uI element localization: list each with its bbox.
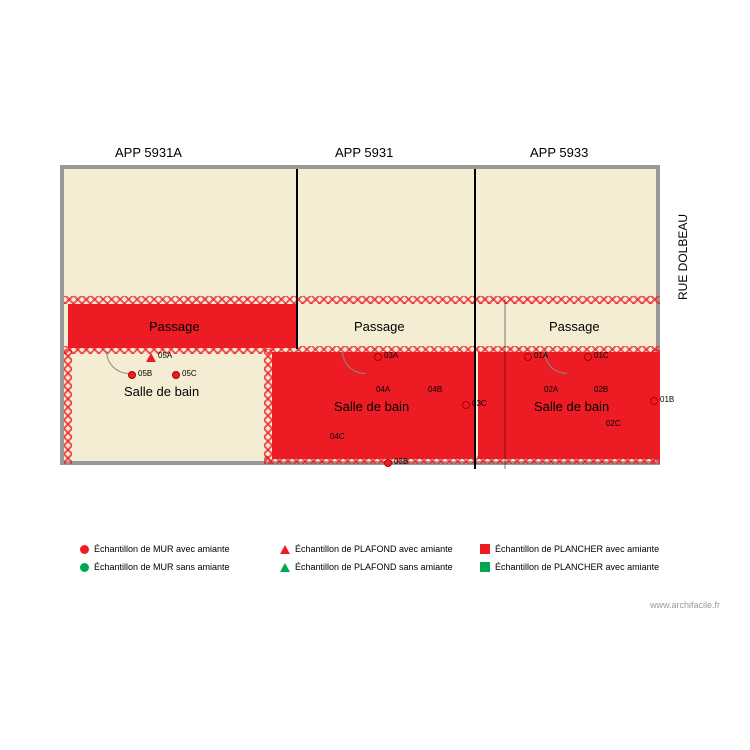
floor-plan: Passage Passage Passage Salle de bain Salle … [60, 165, 660, 465]
sample-label: 02C [606, 419, 621, 428]
room-label: Passage [549, 319, 600, 334]
wall-divider [474, 169, 476, 469]
circle-icon [80, 563, 89, 572]
sample-marker-05a [146, 353, 156, 362]
sample-label: 02A [544, 385, 558, 394]
hatch-border [64, 349, 72, 464]
hatch-border [64, 296, 660, 304]
sample-marker-01c [584, 353, 592, 361]
hatch-border [264, 456, 660, 464]
app-label-5933: APP 5933 [530, 145, 588, 160]
hatch-border [264, 349, 272, 464]
sample-label: 02B [594, 385, 608, 394]
hatch-border [652, 349, 660, 464]
street-label: RUE DOLBEAU [676, 214, 690, 300]
room-label: Salle de bain [124, 384, 199, 399]
legend-item: Échantillon de MUR sans amiante [80, 562, 280, 572]
sample-label: 04B [428, 385, 442, 394]
app-label-5931: APP 5931 [335, 145, 393, 160]
triangle-icon [280, 545, 290, 554]
sample-label: 03B [394, 457, 408, 466]
sample-label: 01B [660, 395, 674, 404]
wall-divider [296, 169, 298, 349]
sample-label: 05C [182, 369, 197, 378]
sample-marker-05c [172, 371, 180, 379]
sample-label: 01C [594, 351, 609, 360]
legend-item: Échantillon de PLAFOND avec amiante [280, 544, 480, 554]
sample-marker-01a [524, 353, 532, 361]
sample-label: 05B [138, 369, 152, 378]
legend-text: Échantillon de PLAFOND avec amiante [295, 544, 453, 554]
sample-label: 04C [330, 432, 345, 441]
sample-label: 01A [534, 351, 548, 360]
sample-marker-04a [364, 387, 374, 396]
watermark-link[interactable]: www.archifacile.fr [650, 600, 720, 610]
sample-label: 05A [158, 351, 172, 360]
sample-marker-03a [374, 353, 382, 361]
legend-item: Échantillon de MUR avec amiante [80, 544, 280, 554]
sample-marker-02a [532, 387, 542, 396]
triangle-icon [280, 563, 290, 572]
legend-text: Échantillon de PLANCHER avec amiante [495, 562, 659, 572]
sample-marker-01b [650, 397, 658, 405]
room-label: Salle de bain [534, 399, 609, 414]
legend-text: Échantillon de PLANCHER avec amiante [495, 544, 659, 554]
sample-marker-03c [462, 401, 470, 409]
wall-divider [504, 299, 506, 469]
room-label: Salle de bain [334, 399, 409, 414]
legend-item: Échantillon de PLAFOND sans amiante [280, 562, 480, 572]
sample-label: 03A [384, 351, 398, 360]
legend-text: Échantillon de MUR sans amiante [94, 562, 230, 572]
legend-item: Échantillon de PLANCHER avec amiante [480, 544, 680, 555]
legend-text: Échantillon de PLAFOND sans amiante [295, 562, 453, 572]
sample-marker-02b [582, 387, 592, 396]
legend-item: Échantillon de PLANCHER avec amiante [480, 562, 680, 573]
square-icon [480, 562, 490, 572]
sample-label: 04A [376, 385, 390, 394]
app-label-5931a: APP 5931A [115, 145, 182, 160]
sample-marker-04c [318, 434, 328, 443]
sample-marker-02c [594, 421, 604, 430]
circle-icon [80, 545, 89, 554]
door-icon [106, 351, 129, 374]
sample-marker-03b [384, 459, 392, 467]
legend: Échantillon de MUR avec amiante Échantill… [80, 540, 680, 576]
sample-label: 03C [472, 399, 487, 408]
room-label: Passage [354, 319, 405, 334]
legend-text: Échantillon de MUR avec amiante [94, 544, 230, 554]
sample-marker-05b [128, 371, 136, 379]
room-label: Passage [149, 319, 200, 334]
square-icon [480, 544, 490, 554]
sample-marker-04b [416, 387, 426, 396]
